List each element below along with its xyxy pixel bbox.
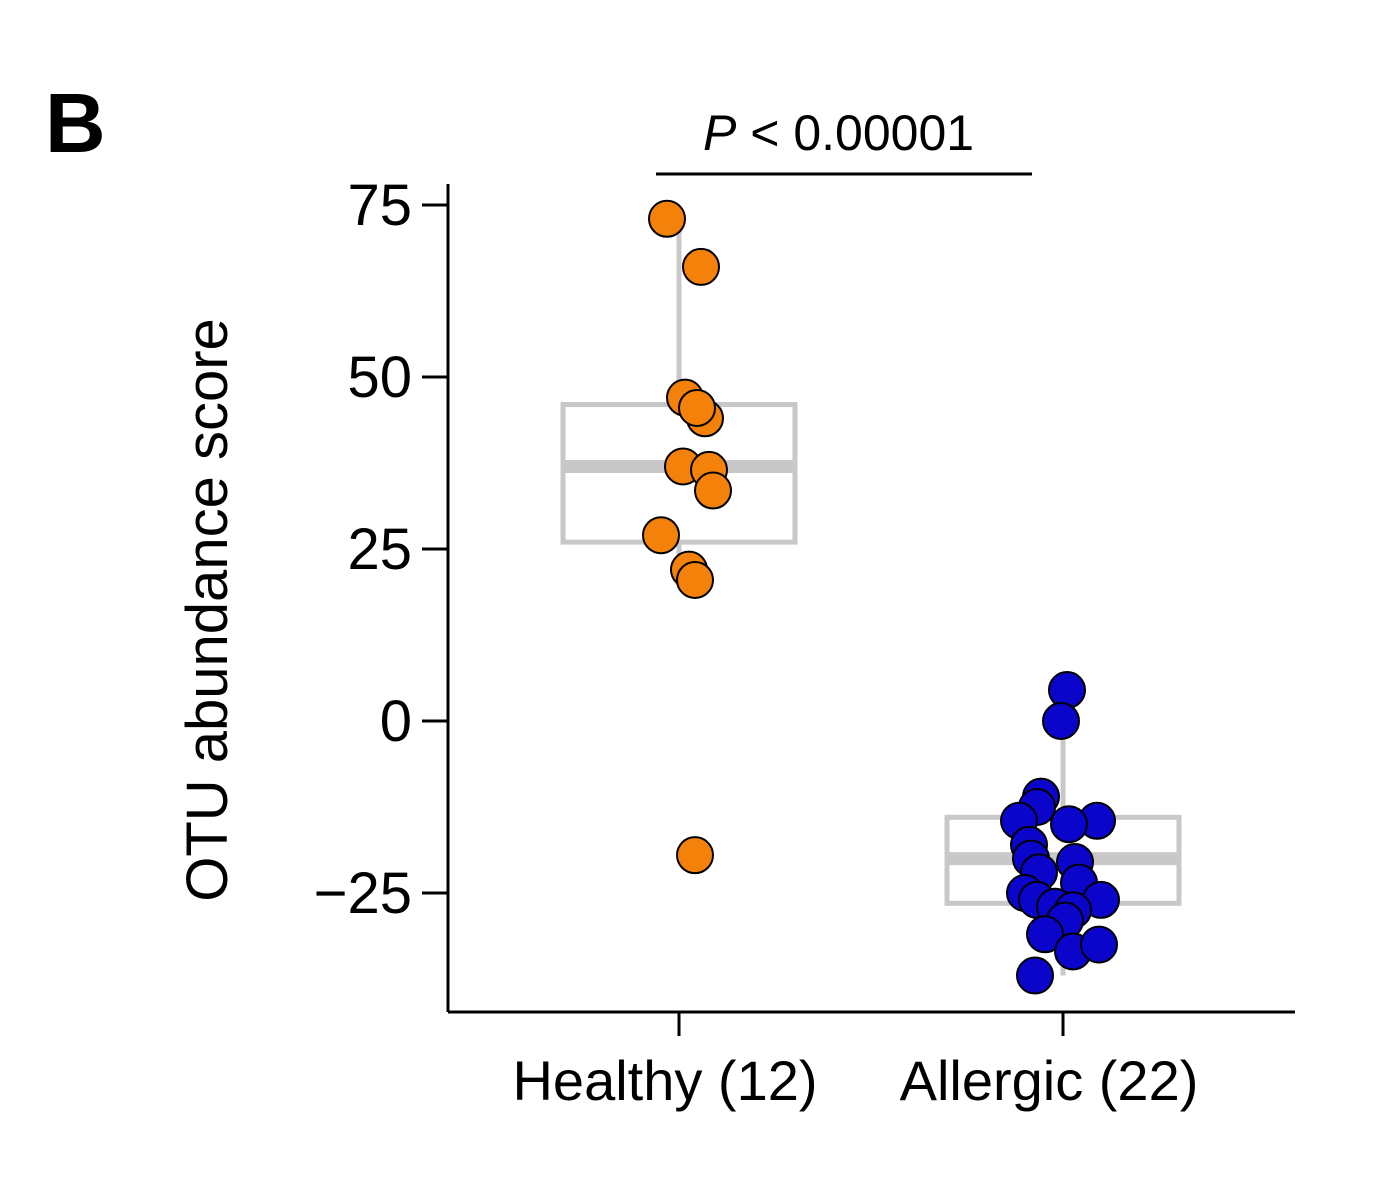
y-tick-label: 25 — [347, 517, 412, 582]
y-tick-label: 0 — [380, 689, 412, 754]
healthy-point — [676, 560, 714, 599]
healthy-point — [676, 836, 714, 875]
allergic-point — [1048, 671, 1086, 710]
y-tick-label: −25 — [314, 861, 412, 926]
healthy-point — [682, 247, 720, 286]
x-tick-labels: Healthy (12) Allergic (22) — [512, 1049, 1198, 1112]
healthy-point — [694, 471, 732, 510]
allergic-point — [1016, 956, 1054, 995]
x-tick-label: Healthy (12) — [512, 1049, 817, 1112]
y-tick-label: 75 — [347, 173, 412, 238]
healthy-point — [678, 388, 716, 427]
y-tick-label: 50 — [347, 345, 412, 410]
healthy-point — [648, 199, 686, 238]
y-axis-label: OTU abundance score — [175, 318, 240, 902]
x-tick-label: Allergic (22) — [900, 1049, 1199, 1112]
axes: 75 50 25 0 −25 — [314, 173, 1295, 1036]
allergic-point — [1080, 925, 1118, 964]
panel-letter: B — [45, 76, 106, 170]
p-value-label: P < 0.00001 — [703, 105, 974, 161]
data-points — [642, 199, 1120, 995]
allergic-point — [1042, 702, 1080, 740]
healthy-point — [642, 516, 680, 555]
allergic-point — [1050, 805, 1088, 844]
significance-annotation: P < 0.00001 — [656, 105, 1032, 176]
allergic-point — [1026, 915, 1064, 954]
